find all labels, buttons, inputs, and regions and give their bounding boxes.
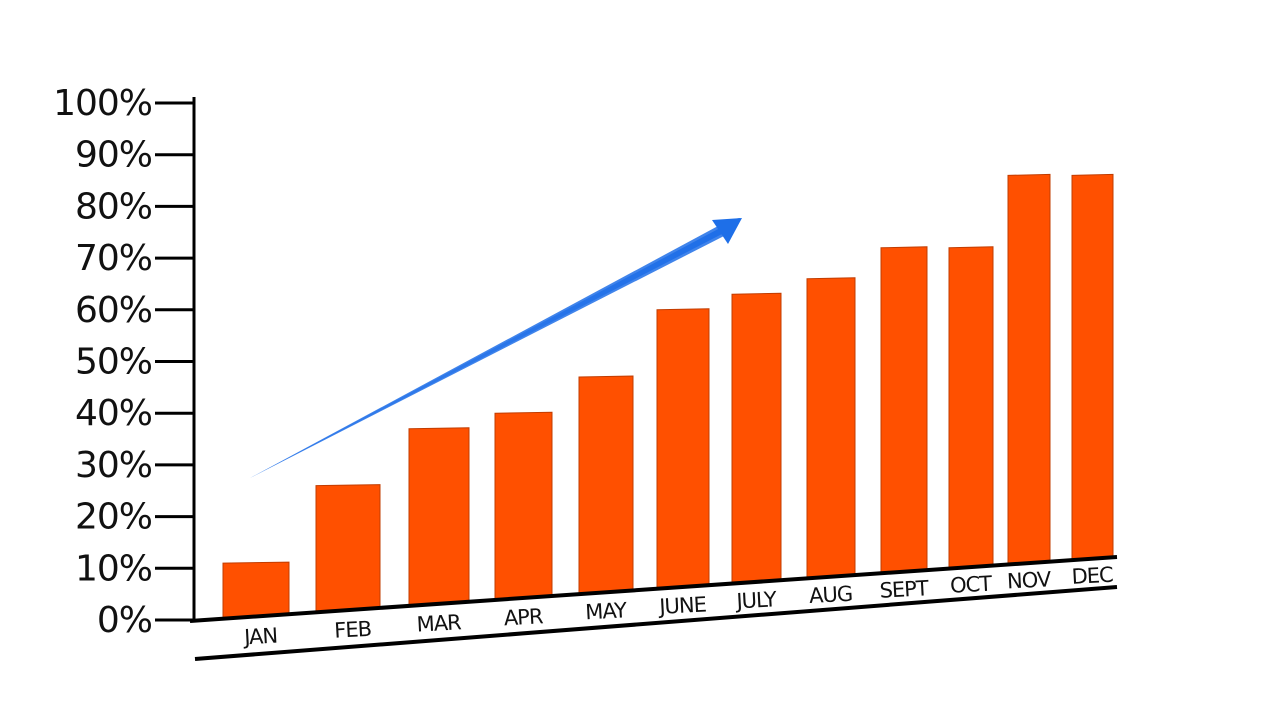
- x-tick-label: JUNE: [657, 593, 707, 620]
- y-tick-label: 100%: [53, 83, 152, 124]
- bar-may: [578, 375, 634, 595]
- y-tick-label: 70%: [75, 238, 152, 279]
- x-tick-label: MAR: [416, 610, 462, 636]
- x-axis-line: [189, 555, 1118, 623]
- x-tick-label: JAN: [242, 624, 278, 650]
- y-tick-label: 90%: [75, 135, 152, 176]
- y-tick-label: 50%: [75, 342, 152, 383]
- x-tick-label: FEB: [334, 617, 372, 643]
- x-tick-label: OCT: [950, 572, 993, 598]
- bar-aug: [806, 277, 856, 579]
- y-tick-label: 20%: [75, 497, 152, 538]
- x-tick-label: NOV: [1006, 567, 1052, 593]
- x-tick-label: AUG: [809, 582, 853, 608]
- x-tick-label: APR: [503, 604, 543, 630]
- x-axis: JAN FEB MAR APR MAY JUNE JULY AUG SEPT OCT NOV DEC: [189, 555, 1118, 661]
- bar-mar: [408, 427, 470, 606]
- x-axis-underline: [194, 585, 1118, 661]
- x-tick-label: JULY: [734, 587, 778, 613]
- y-axis: 0% 10% 20% 30% 40% 50% 60% 70% 80% 90% 100%: [53, 83, 196, 641]
- bar-dec: [1071, 173, 1114, 561]
- bar-oct: [948, 246, 994, 569]
- bar-july: [731, 292, 782, 584]
- trend-arrow-icon: [250, 218, 742, 478]
- bar-jan: [222, 561, 290, 619]
- y-tick-label: 30%: [75, 445, 152, 486]
- y-tick-label: 40%: [75, 393, 152, 434]
- y-tick-label: 80%: [75, 186, 152, 227]
- y-tick-label: 0%: [97, 600, 152, 641]
- bar-apr: [494, 411, 553, 600]
- bar-nov: [1007, 173, 1051, 565]
- x-tick-label: MAY: [585, 598, 628, 624]
- bar-sept: [880, 246, 928, 574]
- x-tick-label: DEC: [1071, 563, 1114, 589]
- bars: [222, 173, 1114, 619]
- bar-feb: [315, 484, 381, 612]
- y-tick-label: 10%: [75, 548, 152, 589]
- arrow-shaft: [250, 226, 724, 478]
- y-tick-label: 60%: [75, 290, 152, 331]
- x-tick-label: SEPT: [879, 576, 929, 603]
- arrow-head: [712, 218, 742, 244]
- bar-june: [656, 308, 710, 589]
